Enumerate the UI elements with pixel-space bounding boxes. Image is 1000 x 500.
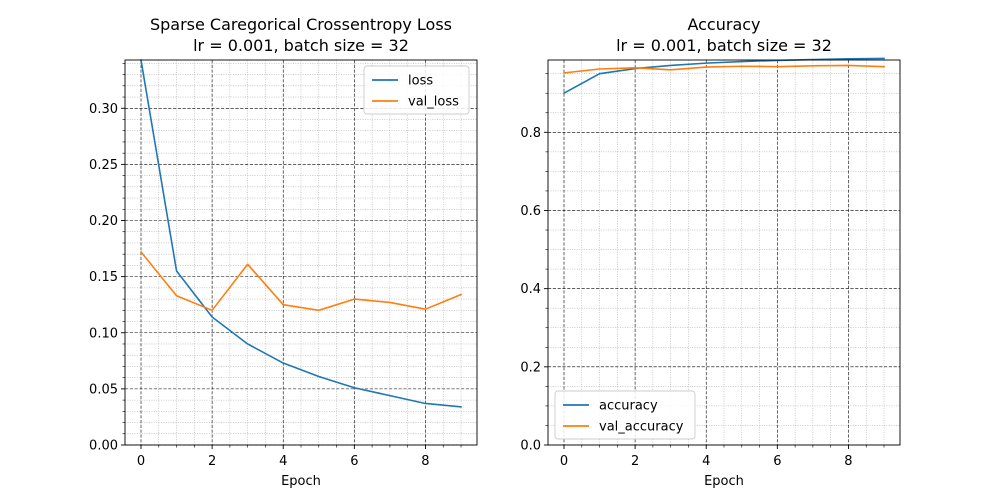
x-axis-label: Epoch — [704, 474, 744, 489]
x-tick-label: 2 — [631, 454, 639, 469]
x-tick-label: 8 — [421, 454, 429, 469]
y-tick-label: 0.15 — [89, 270, 118, 285]
chart-title: Sparse Caregorical Crossentropy Loss lr =… — [150, 15, 452, 55]
y-tick-label: 0.8 — [520, 126, 541, 141]
legend-label-val-accuracy: val_accuracy — [599, 420, 684, 435]
x-tick-label: 0 — [137, 454, 145, 469]
series-line-accuracy — [562, 57, 885, 95]
chart-subtitle-line: lr = 0.001, batch size = 32 — [193, 36, 409, 55]
y-tick-label: 0.25 — [89, 158, 118, 173]
series-line-val-accuracy — [563, 64, 885, 74]
y-tick-label: 0.20 — [89, 214, 118, 229]
chart-title-line: Sparse Caregorical Crossentropy Loss — [150, 15, 452, 34]
minor-grid — [548, 60, 900, 445]
legend: loss val_loss — [363, 65, 470, 115]
y-tick-label: 0.05 — [89, 382, 118, 397]
accuracy-chart: 0 2 4 6 8 0.0 0.2 0.4 0.6 0.8 Accuracy lr = 0.001, … — [520, 15, 901, 489]
y-tick-label: 0.0 — [520, 439, 541, 454]
series-line-loss — [140, 59, 462, 408]
loss-chart: 0 2 4 6 8 0.00 0.05 0.10 0.15 0.20 0.25 0.30 Sparse … — [89, 15, 478, 489]
x-tick-label: 4 — [279, 454, 287, 469]
chart-title: Accuracy lr = 0.001, batch size = 32 — [616, 15, 832, 55]
x-tick-label: 4 — [702, 454, 710, 469]
x-tick-label: 0 — [560, 454, 568, 469]
chart-title-line: Accuracy — [687, 15, 760, 34]
major-grid — [548, 60, 900, 446]
x-tick-label: 8 — [844, 454, 852, 469]
y-tick-label: 0.10 — [89, 326, 118, 341]
x-axis-label: Epoch — [281, 474, 321, 489]
y-tick-label: 0.4 — [520, 282, 541, 297]
y-tick-label: 0.2 — [520, 360, 541, 375]
y-tick-label: 0.6 — [520, 204, 541, 219]
y-tick-label: 0.30 — [89, 102, 118, 117]
y-tick-label: 0.00 — [89, 439, 118, 454]
x-tick-label: 2 — [208, 454, 216, 469]
x-tick-label: 6 — [350, 454, 358, 469]
legend-label-loss: loss — [408, 74, 433, 89]
series-line-val-loss — [139, 250, 463, 312]
legend: accuracy val_accuracy — [554, 390, 696, 440]
chart-subtitle-line: lr = 0.001, batch size = 32 — [616, 36, 832, 55]
legend-frame — [554, 390, 696, 440]
legend-label-accuracy: accuracy — [599, 399, 658, 414]
legend-label-val-loss: val_loss — [408, 95, 459, 110]
x-tick-label: 6 — [773, 454, 781, 469]
legend-frame — [363, 65, 470, 115]
